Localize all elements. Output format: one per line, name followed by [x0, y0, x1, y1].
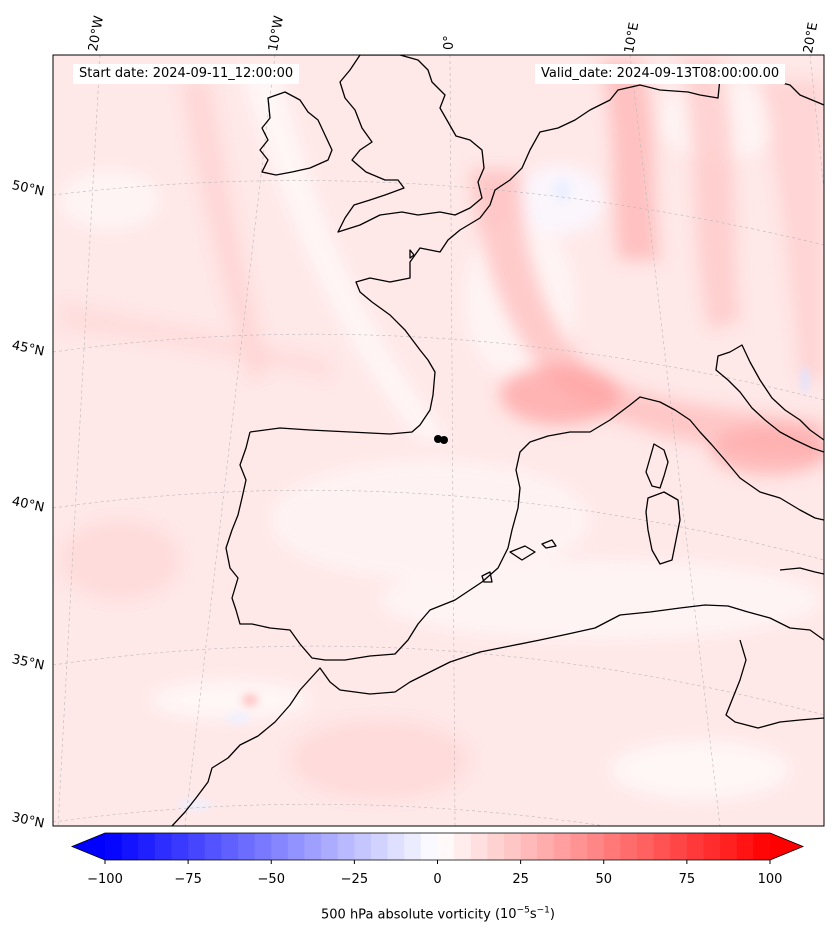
- colorbar-extend-min: [72, 833, 105, 860]
- coastlines: [171, 55, 824, 826]
- coast-balearic-3: [481, 571, 493, 583]
- vorticity-field: [53, 55, 824, 826]
- colorbar-bin: [603, 833, 621, 860]
- colorbar-tick-label: −50: [257, 872, 285, 887]
- lon-label-0: 0°: [442, 35, 457, 50]
- colorbar-tick-label: 75: [678, 872, 696, 887]
- colorbar-bin: [686, 833, 704, 860]
- colorbar-extend-max: [770, 833, 803, 860]
- colorbar-bin: [171, 833, 189, 860]
- coast-sardinia: [645, 491, 681, 565]
- colorbar-bin: [670, 833, 688, 860]
- colorbar-bin: [720, 833, 738, 860]
- coast-balearic-2: [541, 539, 557, 549]
- coast-tunisia: [725, 639, 824, 729]
- colorbar-bin: [371, 833, 389, 860]
- colorbar-bin: [620, 833, 638, 860]
- colorbar-tick-label: −75: [174, 872, 202, 887]
- coast-iberia: [225, 396, 824, 661]
- colorbar-bin: [420, 833, 438, 860]
- coast-balearic: [509, 545, 536, 561]
- coast-sicily: [779, 567, 824, 575]
- colorbar-bin: [321, 833, 339, 860]
- colorbar-bin: [354, 833, 372, 860]
- valid-date-label: Valid_date: 2024-09-13T08:00:00.00: [535, 64, 786, 84]
- colorbar-bin: [454, 833, 472, 860]
- colorbar-bin: [238, 833, 256, 860]
- units-exp2: −1: [536, 906, 550, 916]
- colorbar-bin: [387, 833, 405, 860]
- colorbar-tick-label: −25: [340, 872, 369, 887]
- colorbar-bin: [404, 833, 422, 860]
- colorbar-bin: [154, 833, 172, 860]
- colorbar-ticks: [104, 860, 771, 864]
- coast-ireland: [259, 91, 333, 176]
- coast-corsica: [645, 443, 669, 489]
- colorbar-bin: [470, 833, 488, 860]
- coast-north-africa: [171, 604, 824, 826]
- colorbar-bin: [520, 833, 538, 860]
- units-mid: s: [529, 907, 537, 923]
- colorbar-tick-label: 50: [595, 872, 613, 887]
- colorbar-bin: [337, 833, 355, 860]
- coast-italy: [715, 344, 824, 453]
- coast-continent-north: [249, 69, 824, 435]
- colorbar-bin: [437, 833, 455, 860]
- colorbar-bin: [188, 833, 206, 860]
- colorbar-bin: [736, 833, 754, 860]
- coast-small-islands: [409, 249, 415, 259]
- colorbar-bin: [570, 833, 588, 860]
- colorbar-bin: [221, 833, 239, 860]
- colorbar-units: (10−5s−1): [494, 906, 555, 923]
- colorbar-bin: [504, 833, 522, 860]
- colorbar-bin: [271, 833, 289, 860]
- colorbar-bin: [753, 833, 771, 860]
- colorbar-tick-label: 0: [433, 872, 442, 887]
- colorbar-bin: [487, 833, 505, 860]
- colorbar-variable: 500 hPa absolute vorticity: [321, 907, 491, 923]
- marker-dot: [434, 435, 442, 443]
- colorbar-tick-label: 25: [512, 872, 529, 887]
- colorbar-bin: [553, 833, 571, 860]
- graticule: [53, 55, 824, 826]
- colorbar-bin: [653, 833, 671, 860]
- units-close: ): [549, 907, 555, 923]
- colorbar-bin: [703, 833, 721, 860]
- colorbar-bin: [637, 833, 655, 860]
- colorbar-bin: [105, 833, 123, 860]
- colorbar-tick-label: 100: [757, 872, 783, 887]
- marker-dot-2: [440, 436, 448, 444]
- colorbar-label: 500 hPa absolute vorticity (10−5s−1): [0, 906, 832, 922]
- units-exp1: −5: [516, 906, 530, 916]
- start-date-label: Start date: 2024-09-11_12:00:00: [73, 64, 300, 84]
- colorbar-bin: [121, 833, 139, 860]
- units-text: (10: [494, 907, 517, 923]
- map-frame: [52, 54, 825, 827]
- colorbar-bin: [537, 833, 555, 860]
- colorbar-bin: [138, 833, 156, 860]
- coast-great-britain: [337, 55, 485, 233]
- colorbar-bin: [587, 833, 605, 860]
- colorbar-bin: [287, 833, 305, 860]
- colorbar-bin: [304, 833, 322, 860]
- colorbar-tick-label: −100: [87, 872, 123, 887]
- colorbar-bin: [204, 833, 222, 860]
- colorbar: [70, 832, 805, 861]
- colorbar-bin: [254, 833, 272, 860]
